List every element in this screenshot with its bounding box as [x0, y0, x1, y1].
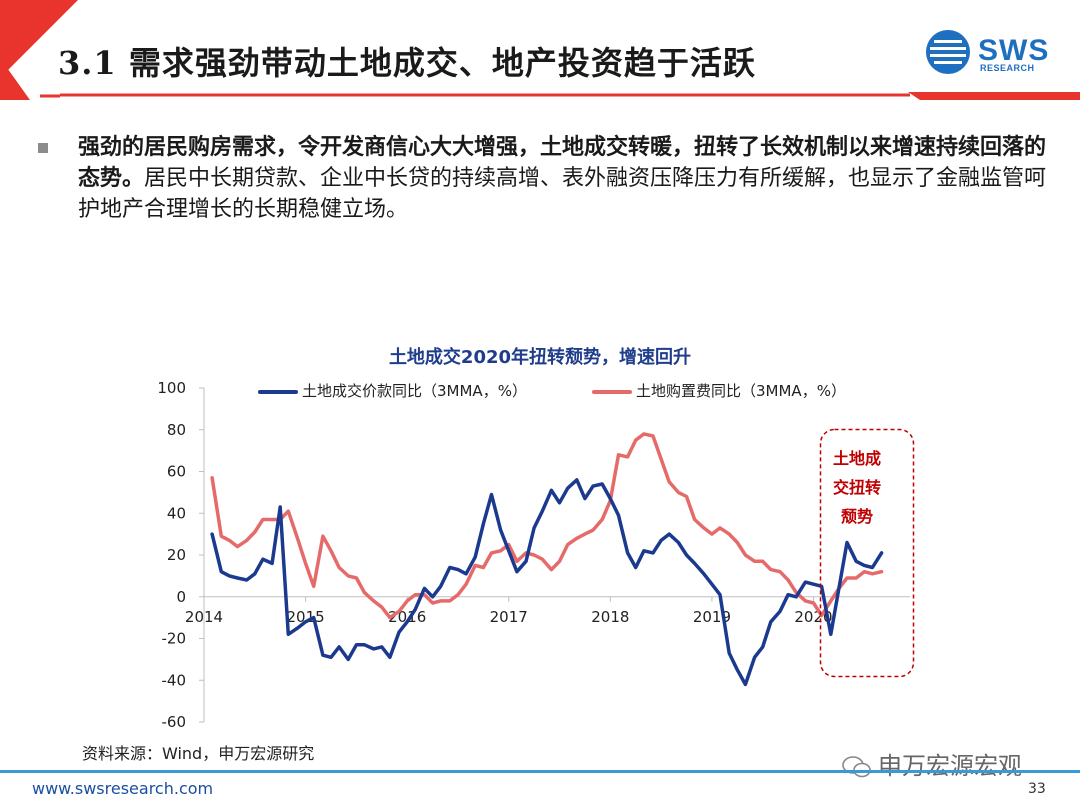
chart-title: 土地成交2020年扭转颓势，增速回升	[388, 347, 692, 368]
legend-item-land-value: 土地成交价款同比（3MMA，%）	[258, 380, 527, 401]
body-paragraph: 强劲的居民购房需求，令开发商信心大大增强，土地成交转暖，扭转了长效机制以来增速持…	[78, 132, 1053, 225]
y-tick-label: -20	[162, 630, 187, 648]
bullet-square-icon	[38, 143, 48, 153]
legend-label: 土地成交价款同比（3MMA，%）	[302, 382, 527, 400]
y-tick-label: 20	[167, 546, 186, 564]
y-tick-label: 0	[176, 588, 186, 606]
annotation-line: 土地成	[832, 449, 881, 468]
logo-text: SWS	[978, 34, 1050, 67]
logo-subtext: RESEARCH	[980, 63, 1035, 73]
watermark-text: 申万宏源宏观	[878, 752, 1022, 780]
footer-url-link[interactable]: www.swsresearch.com	[32, 779, 214, 798]
y-tick-label: 100	[157, 379, 186, 397]
legend-swatch	[258, 389, 298, 394]
annotation-line: 颓势	[840, 507, 873, 526]
annotation-line: 交扭转	[832, 478, 881, 497]
legend-label: 土地购置费同比（3MMA，%）	[636, 382, 846, 400]
legend-item-land-purchase: 土地购置费同比（3MMA，%）	[592, 380, 846, 401]
y-tick-label: 80	[167, 421, 186, 439]
wechat-icon	[842, 756, 871, 778]
y-tick-label: 40	[167, 504, 186, 522]
series-line-land-value	[210, 478, 884, 687]
header-band	[0, 0, 1080, 100]
legend-swatch	[592, 389, 632, 394]
body-bold-text: 强劲的居民购房需求，令开发商信心大大增强，土地成交转暖，扭转了长效机制以来增速持…	[78, 135, 1047, 191]
y-tick-label: -40	[162, 671, 187, 689]
annotation-box	[819, 428, 915, 678]
source-note: 资料来源：Wind，申万宏源研究	[82, 744, 315, 763]
x-tick-label: 2014	[185, 608, 223, 626]
annotation-text: 土地成 交扭转 颓势	[822, 444, 892, 531]
page-number: 33	[1028, 781, 1046, 797]
page-title: 3.1 需求强劲带动土地成交、地产投资趋于活跃	[58, 44, 756, 82]
body-normal-text: 居民中长期贷款、企业中长贷的持续高增、表外融资压降压力有所缓解，也显示了金融监管…	[78, 166, 1047, 222]
y-tick-label: -60	[162, 713, 187, 731]
series-line-land-purchase	[210, 432, 884, 620]
watermark: 申万宏源宏观	[842, 746, 1022, 781]
x-tick-label: 2018	[591, 608, 629, 626]
sws-logo-icon	[926, 30, 970, 74]
y-tick-label: 60	[167, 463, 186, 481]
footer-divider	[0, 770, 1080, 773]
x-tick-label: 2017	[490, 608, 528, 626]
